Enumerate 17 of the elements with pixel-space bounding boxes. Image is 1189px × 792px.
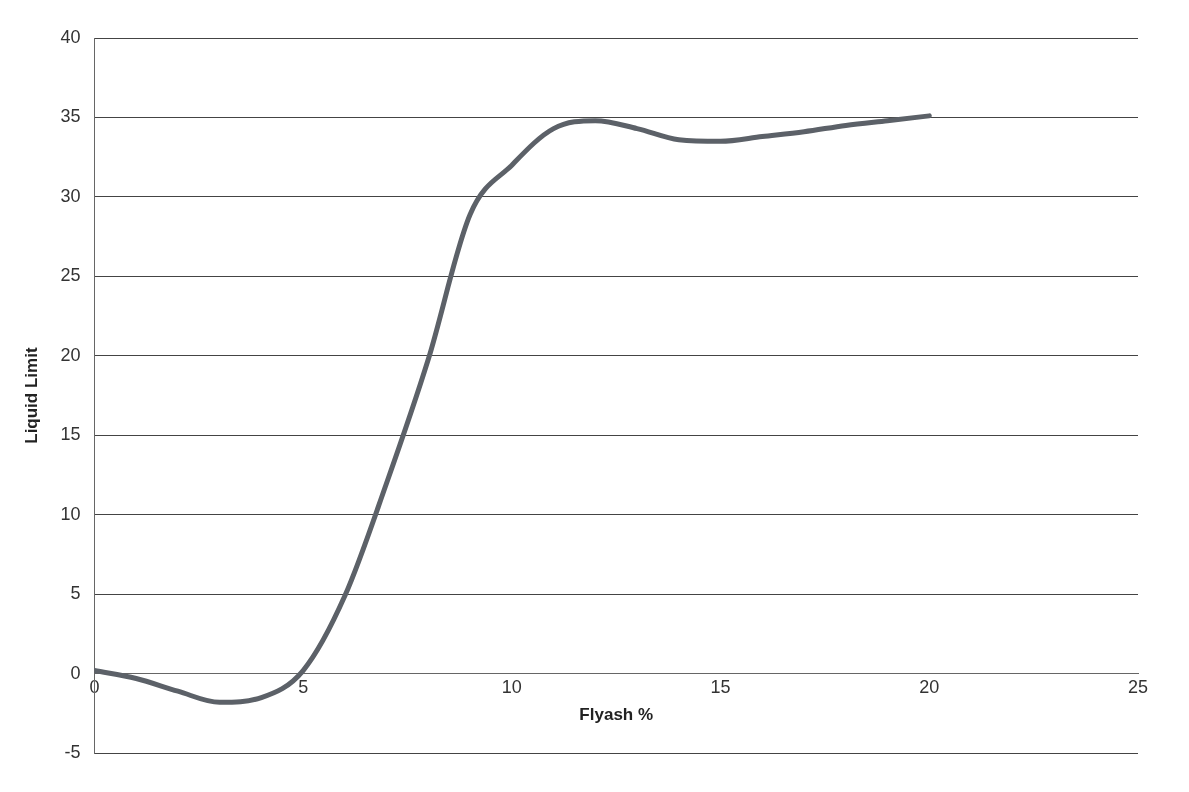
y-tick-label: 30 xyxy=(60,185,81,206)
y-tick-label: 10 xyxy=(60,503,81,524)
x-axis-title: Flyash % xyxy=(579,705,654,725)
y-tick-label: 35 xyxy=(60,106,81,127)
x-tick-label: 25 xyxy=(1127,676,1149,697)
y-tick-label: 0 xyxy=(70,662,81,683)
y-tick-label: -5 xyxy=(64,742,81,763)
y-tick-label: 40 xyxy=(60,26,81,47)
y-tick-label: 5 xyxy=(70,583,81,604)
x-tick-label: 20 xyxy=(919,676,940,697)
y-axis-title: Liquid Limit xyxy=(21,347,41,444)
x-tick-label: 5 xyxy=(298,676,309,697)
y-tick-label: 25 xyxy=(60,265,81,286)
x-tick-label: 10 xyxy=(501,676,522,697)
y-tick-label: 20 xyxy=(60,344,81,365)
x-tick-label: 15 xyxy=(710,676,731,697)
y-tick-label: 15 xyxy=(60,424,81,445)
